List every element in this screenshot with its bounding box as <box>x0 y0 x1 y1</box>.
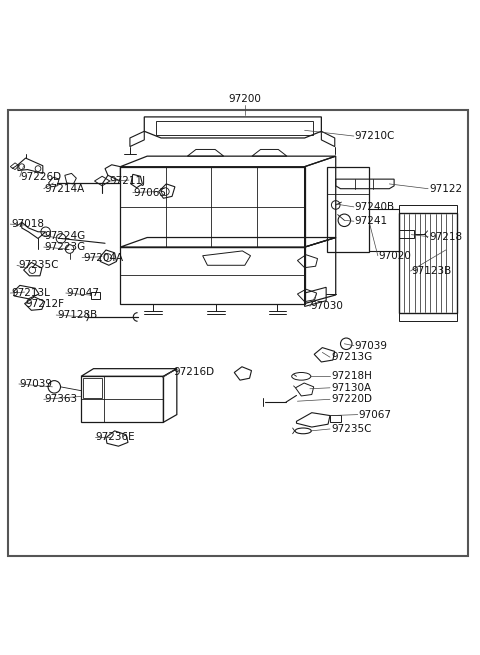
Bar <box>156 121 313 135</box>
Bar <box>91 292 100 299</box>
Text: 97067: 97067 <box>359 409 392 420</box>
Text: 97122: 97122 <box>429 183 462 194</box>
Text: 97030: 97030 <box>311 301 344 311</box>
Text: 97204A: 97204A <box>83 253 123 263</box>
Text: 97236E: 97236E <box>96 432 135 441</box>
Text: 97213L: 97213L <box>11 288 50 298</box>
Text: 97020: 97020 <box>379 251 412 261</box>
Bar <box>83 378 102 398</box>
Text: 97211J: 97211J <box>110 176 146 186</box>
Text: 97213G: 97213G <box>331 352 372 362</box>
Text: 97224G: 97224G <box>45 231 86 240</box>
Bar <box>399 230 414 238</box>
Text: 97047: 97047 <box>67 288 100 298</box>
Text: 97240B: 97240B <box>355 202 395 212</box>
Text: 97363: 97363 <box>45 394 78 404</box>
Text: 97235C: 97235C <box>331 424 372 434</box>
Text: 97123B: 97123B <box>411 266 452 276</box>
Text: 97065: 97065 <box>134 187 167 198</box>
Text: 97241: 97241 <box>355 216 388 226</box>
Text: 97128B: 97128B <box>57 310 97 320</box>
Text: 97218H: 97218H <box>331 371 372 381</box>
Text: 97216D: 97216D <box>173 367 214 377</box>
Text: 97130A: 97130A <box>331 383 371 393</box>
Text: 97214A: 97214A <box>45 183 85 194</box>
Text: 97039: 97039 <box>355 341 388 350</box>
Text: 97235C: 97235C <box>18 260 59 271</box>
Text: 97039: 97039 <box>20 379 53 389</box>
Text: 97200: 97200 <box>228 94 261 103</box>
Text: 97220D: 97220D <box>331 394 372 404</box>
Text: 97226D: 97226D <box>21 172 62 181</box>
Text: 97218: 97218 <box>429 232 462 242</box>
Bar <box>399 213 457 313</box>
Bar <box>399 313 457 321</box>
Bar <box>399 205 457 213</box>
Text: 97223G: 97223G <box>45 242 86 252</box>
Text: 97210C: 97210C <box>355 131 395 141</box>
Text: 97018: 97018 <box>11 219 44 229</box>
Bar <box>330 415 341 422</box>
Text: 97212F: 97212F <box>25 299 65 309</box>
